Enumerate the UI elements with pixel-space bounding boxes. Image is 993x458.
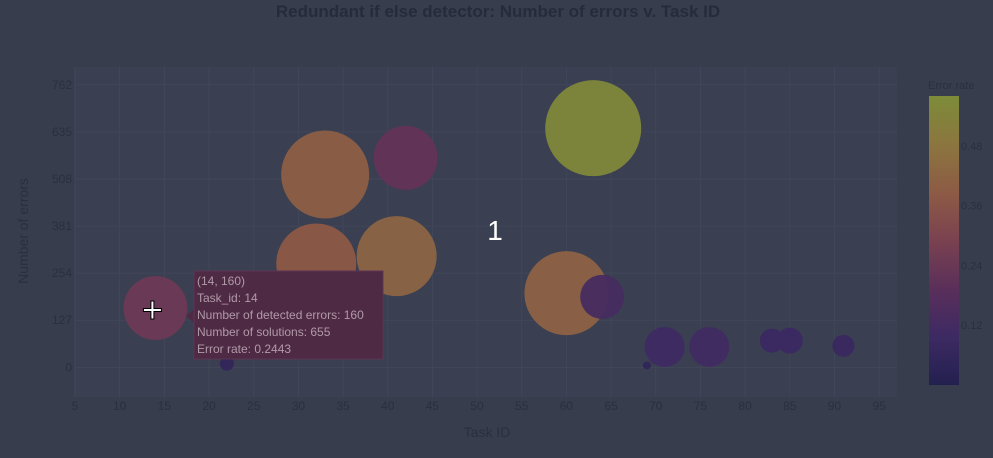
colorbar-tick-labels: 0.12 0.24 0.36 0.48 (961, 141, 982, 332)
x-tick-labels: 5 10 15 20 25 30 35 40 45 50 55 60 65 70 75 80 85 90 95 (72, 399, 886, 413)
y-tick-label: 0 (65, 360, 72, 374)
x-tick-label: 70 (649, 399, 663, 413)
colorbar-title: Error rate (928, 80, 974, 92)
colorbar-tick-label: 0.24 (961, 260, 982, 272)
colorbar-tick-label: 0.48 (961, 141, 982, 153)
tooltip-line: Error rate: 0.2443 (197, 342, 291, 356)
data-point (776, 327, 803, 354)
tooltip-box (193, 270, 384, 360)
y-tick-label: 508 (52, 172, 72, 186)
data-point (642, 361, 651, 370)
y-tick-label: 127 (52, 313, 72, 327)
data-point (580, 274, 625, 319)
x-tick-label: 40 (381, 399, 395, 413)
crosshair-shape (142, 300, 162, 320)
y-tick-label: 635 (52, 125, 72, 139)
x-tick-label: 35 (336, 399, 350, 413)
data-point (373, 125, 438, 190)
x-axis-title: Task ID (464, 424, 511, 440)
tooltip-line: (14, 160) (197, 274, 245, 288)
hover-tooltip: (14, 160) Task_id: 14 Number of detected e… (186, 270, 384, 360)
data-point (524, 251, 609, 336)
x-tick-label: 45 (426, 399, 440, 413)
tooltip-line: Task_id: 14 (197, 291, 258, 305)
y-tick-label: 254 (52, 266, 72, 280)
colorbar-tick-label: 0.36 (961, 201, 982, 213)
data-point (832, 334, 855, 357)
data-point (689, 326, 730, 367)
x-tick-label: 65 (604, 399, 618, 413)
chart-title: Redundant if else detector: Number of er… (276, 2, 720, 21)
colorbar[interactable] (929, 96, 959, 385)
x-tick-label: 90 (828, 399, 842, 413)
data-point (545, 80, 642, 177)
x-tick-label: 10 (113, 399, 127, 413)
overlay-step-label: 1 (487, 215, 503, 246)
x-tick-label: 85 (783, 399, 797, 413)
tooltip-pointer (186, 309, 194, 323)
x-tick-label: 60 (560, 399, 574, 413)
grid-lines (74, 67, 897, 397)
x-tick-label: 5 (72, 399, 79, 413)
crosshair-cursor-icon (142, 300, 162, 320)
y-tick-label: 381 (52, 219, 72, 233)
x-tick-label: 55 (515, 399, 529, 413)
x-tick-label: 20 (202, 399, 216, 413)
x-tick-label: 25 (247, 399, 261, 413)
x-tick-label: 15 (158, 399, 172, 413)
colorbar-tick-label: 0.12 (961, 320, 982, 332)
tooltip-line: Number of solutions: 655 (197, 325, 331, 339)
data-point (281, 130, 370, 219)
tooltip-line: Number of detected errors: 160 (197, 308, 364, 322)
y-tick-labels: 0 127 254 381 508 635 762 (52, 78, 72, 375)
data-point (644, 326, 685, 367)
data-point (759, 328, 784, 353)
y-tick-label: 762 (52, 78, 72, 92)
x-tick-label: 50 (470, 399, 484, 413)
y-axis-title: Number of errors (15, 178, 31, 284)
data-point (219, 356, 234, 371)
x-tick-label: 75 (694, 399, 708, 413)
x-tick-label: 95 (872, 399, 886, 413)
x-tick-label: 80 (738, 399, 752, 413)
x-tick-label: 30 (292, 399, 306, 413)
